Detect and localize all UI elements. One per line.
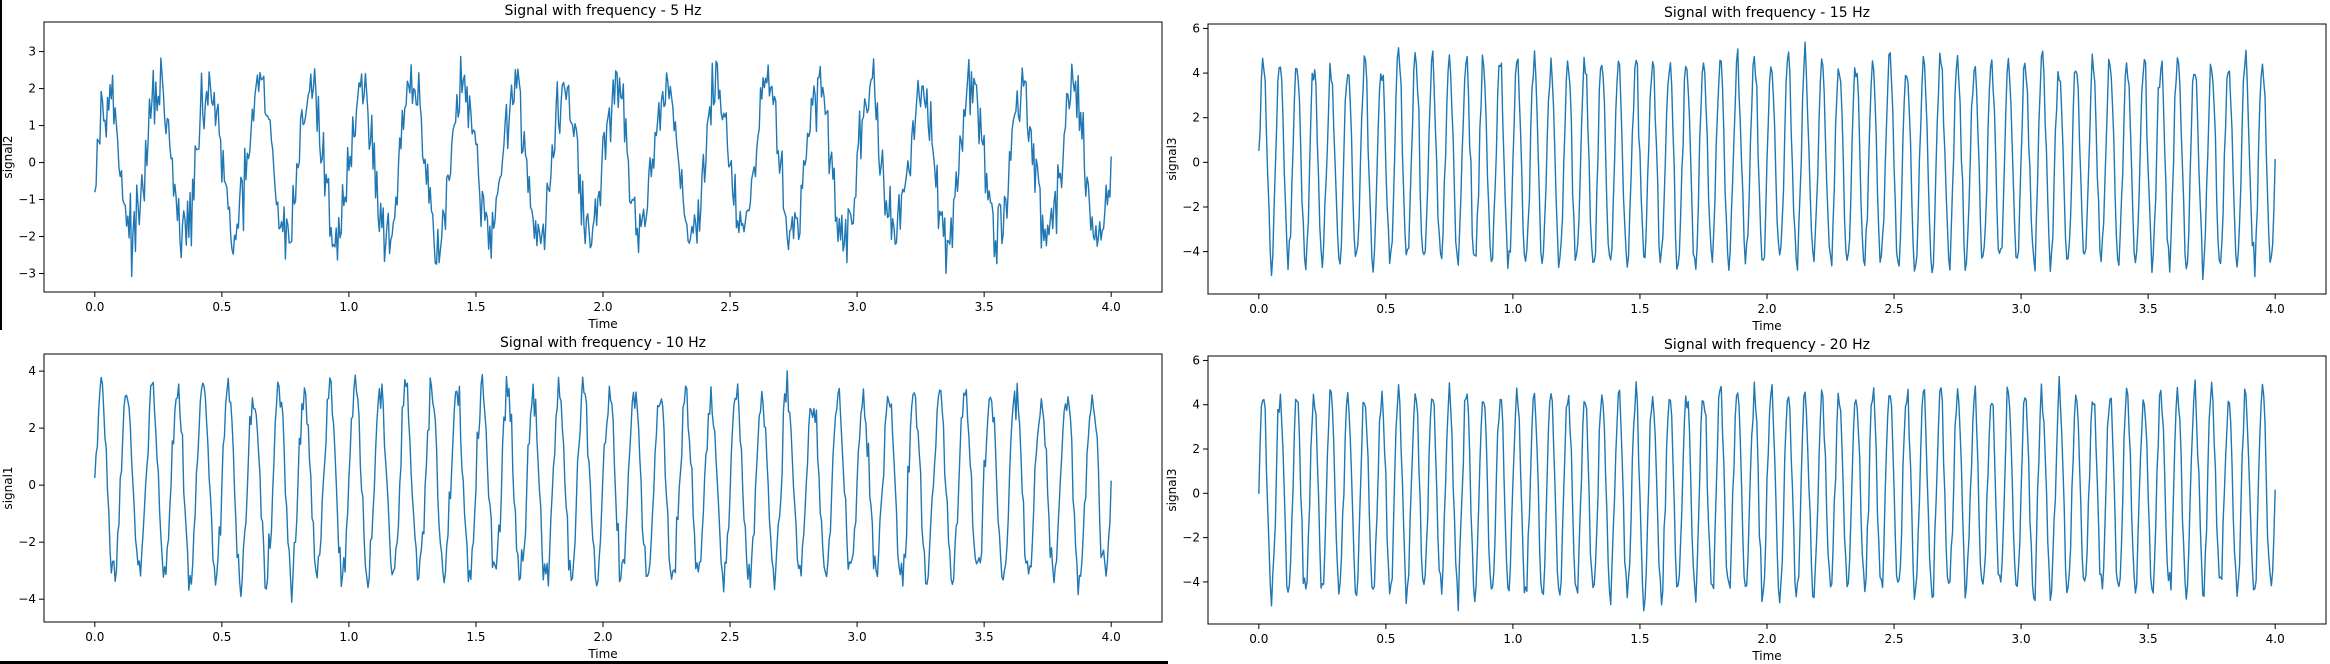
x-tick-label: 3.0	[848, 300, 867, 314]
chart-title: Signal with frequency - 15 Hz	[1664, 5, 1870, 21]
left-edge-line	[0, 0, 2, 330]
y-tick-label: 2	[28, 82, 36, 96]
y-tick-label: −2	[1182, 200, 1200, 214]
y-tick-label: −4	[1182, 245, 1200, 259]
signal-line	[94, 370, 1112, 603]
x-tick-label: 4.0	[2266, 302, 2285, 316]
y-tick-label: −2	[18, 535, 36, 549]
x-axis-label: Time	[1751, 319, 1781, 333]
subplot-15hz: Signal with frequency - 15 Hz 0.0 0.5 1.0 1.…	[1165, 5, 2327, 333]
x-tick-label: 3.5	[2139, 302, 2158, 316]
y-tick-label: −2	[1182, 531, 1200, 545]
y-axis-label: signal3	[1165, 137, 1179, 180]
x-tick-label: 0.5	[1376, 632, 1395, 646]
y-tick-label: 4	[28, 364, 36, 378]
y-tick-label: 4	[1192, 398, 1200, 412]
x-tick-label: 0.5	[212, 300, 231, 314]
y-tick-label: −3	[18, 267, 36, 281]
x-tick-label: 2.5	[720, 630, 739, 644]
x-tick-label: 1.5	[466, 630, 485, 644]
y-tick-label: 2	[1192, 111, 1200, 125]
x-tick-label: 2.5	[1884, 632, 1903, 646]
signal-line	[1258, 375, 2276, 612]
x-tick-label: 3.5	[975, 300, 994, 314]
x-tick-label: 0.0	[85, 630, 104, 644]
x-tick-label: 0.0	[1249, 302, 1268, 316]
x-tick-label: 0.5	[1376, 302, 1395, 316]
x-tick-label: 4.0	[1102, 300, 1121, 314]
x-tick-label: 2.0	[593, 630, 612, 644]
x-axis-label: Time	[587, 317, 617, 331]
x-tick-label: 3.0	[848, 630, 867, 644]
x-tick-label: 2.5	[1884, 302, 1903, 316]
bottom-edge-line	[0, 661, 1168, 664]
y-tick-label: 4	[1192, 66, 1200, 80]
y-tick-label: 0	[1192, 155, 1200, 169]
x-tick-label: 1.5	[466, 300, 485, 314]
x-tick-label: 3.5	[2139, 632, 2158, 646]
x-tick-label: 2.0	[593, 300, 612, 314]
y-tick-label: 0	[28, 156, 36, 170]
y-tick-label: 2	[28, 421, 36, 435]
signal-line	[1258, 41, 2276, 281]
plot-area	[43, 21, 1163, 293]
x-tick-label: 4.0	[2266, 632, 2285, 646]
y-tick-label: 1	[28, 119, 36, 133]
y-axis-label: signal3	[1165, 468, 1179, 511]
y-tick-label: 0	[1192, 486, 1200, 500]
x-tick-label: 0.0	[1249, 632, 1268, 646]
chart-title: Signal with frequency - 20 Hz	[1664, 337, 1870, 353]
x-tick-label: 1.0	[1503, 632, 1522, 646]
chart-title: Signal with frequency - 10 Hz	[500, 335, 706, 351]
subplot-5hz: Signal with frequency - 5 Hz 0.0 0.5 1.0 1.5…	[1, 3, 1163, 331]
x-axis-label: Time	[587, 647, 617, 661]
y-axis-label: signal1	[1, 466, 15, 509]
x-axis-label: Time	[1751, 649, 1781, 663]
y-tick-label: 3	[28, 45, 36, 59]
y-tick-label: 0	[28, 478, 36, 492]
x-tick-label: 3.0	[2012, 632, 2031, 646]
y-tick-label: 6	[1192, 21, 1200, 35]
x-tick-label: 2.0	[1757, 302, 1776, 316]
y-tick-label: −4	[1182, 575, 1200, 589]
x-tick-label: 3.0	[2012, 302, 2031, 316]
y-tick-label: 2	[1192, 442, 1200, 456]
x-tick-label: 1.0	[339, 300, 358, 314]
subplot-10hz: Signal with frequency - 10 Hz 0.0 0.5 1.0 1.…	[1, 335, 1163, 661]
x-tick-label: 1.0	[1503, 302, 1522, 316]
y-tick-label: −1	[18, 193, 36, 207]
x-tick-label: 3.5	[975, 630, 994, 644]
x-tick-label: 1.0	[339, 630, 358, 644]
x-tick-label: 1.5	[1630, 632, 1649, 646]
x-tick-label: 0.0	[85, 300, 104, 314]
x-tick-label: 2.0	[1757, 632, 1776, 646]
subplot-20hz: Signal with frequency - 20 Hz 0.0 0.5 1.0 1.…	[1165, 337, 2327, 663]
chart-title: Signal with frequency - 5 Hz	[504, 3, 701, 19]
y-tick-label: −2	[18, 230, 36, 244]
y-axis-label: signal2	[1, 135, 15, 178]
y-tick-label: 6	[1192, 353, 1200, 367]
x-tick-label: 2.5	[720, 300, 739, 314]
y-tick-label: −4	[18, 592, 36, 606]
x-tick-label: 1.5	[1630, 302, 1649, 316]
signal-line	[94, 55, 1112, 278]
x-tick-label: 4.0	[1102, 630, 1121, 644]
x-tick-label: 0.5	[212, 630, 231, 644]
